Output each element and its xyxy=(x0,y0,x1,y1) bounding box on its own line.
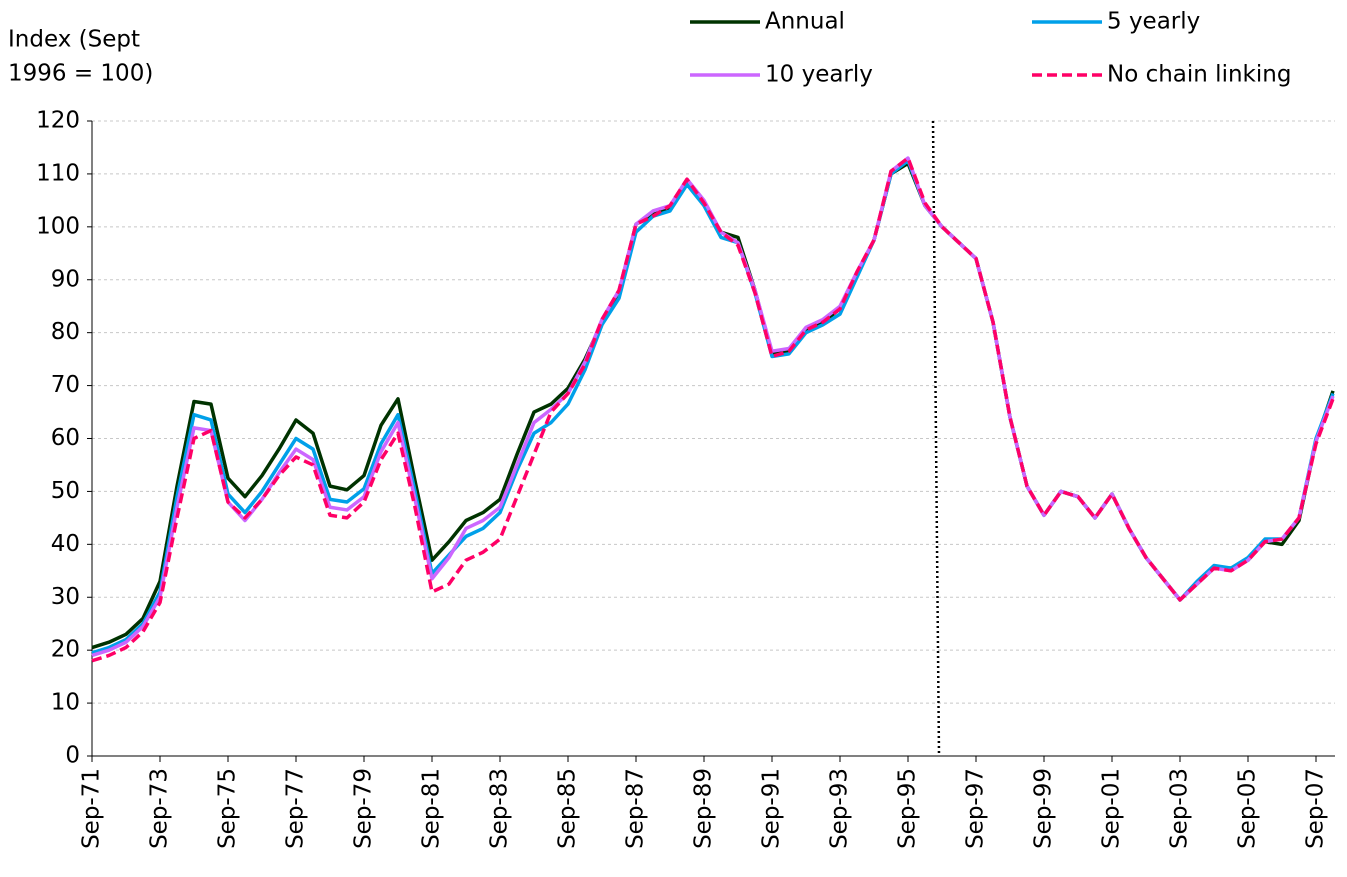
x-tick-label: Sep-87 xyxy=(623,768,649,849)
y-tick-label: 120 xyxy=(36,108,80,134)
legend-label: No chain linking xyxy=(1107,62,1291,88)
x-tick-label: Sep-97 xyxy=(963,768,989,849)
x-tick-label: Sep-71 xyxy=(79,768,105,849)
series-line xyxy=(91,161,1335,650)
y-tick-label: 70 xyxy=(51,372,80,398)
reference-line xyxy=(931,120,941,757)
legend-label: Annual xyxy=(765,9,845,35)
y-tick-label: 10 xyxy=(51,690,80,716)
x-tick-label: Sep-83 xyxy=(487,768,513,849)
x-tick-label: Sep-05 xyxy=(1235,768,1261,849)
x-tick-label: Sep-01 xyxy=(1099,768,1125,849)
legend-label: 10 yearly xyxy=(765,62,873,88)
y-tick-label: 100 xyxy=(36,213,80,239)
y-tick-label: 0 xyxy=(65,743,80,769)
x-tick-label: Sep-93 xyxy=(827,768,853,849)
x-tick-label: Sep-95 xyxy=(895,768,921,849)
x-tick-label: Sep-81 xyxy=(419,768,445,849)
y-tick-label: 110 xyxy=(36,160,80,186)
y-tick-label: 50 xyxy=(51,478,80,504)
x-tick-label: Sep-99 xyxy=(1031,768,1057,849)
x-tick-label: Sep-85 xyxy=(555,768,581,849)
series-line xyxy=(91,156,1335,663)
y-axis-title: 1996 = 100) xyxy=(8,61,153,87)
y-tick-label: 30 xyxy=(51,584,80,610)
y-axis-title: Index (Sept xyxy=(8,27,140,53)
x-tick-label: Sep-91 xyxy=(759,768,785,849)
x-tick-label: Sep-07 xyxy=(1303,768,1329,849)
x-tick-label: Sep-73 xyxy=(147,768,173,849)
x-tick-label: Sep-79 xyxy=(351,768,377,849)
series-line xyxy=(91,158,1335,655)
series-line xyxy=(91,156,1335,658)
x-tick-label: Sep-75 xyxy=(215,768,241,849)
x-tick-label: Sep-03 xyxy=(1167,768,1193,849)
y-tick-label: 90 xyxy=(51,266,80,292)
y-tick-label: 80 xyxy=(51,319,80,345)
legend-label: 5 yearly xyxy=(1107,9,1200,35)
x-tick-label: Sep-77 xyxy=(283,768,309,849)
y-tick-label: 60 xyxy=(51,425,80,451)
x-tick-label: Sep-89 xyxy=(691,768,717,849)
y-tick-label: 20 xyxy=(51,637,80,663)
y-tick-label: 40 xyxy=(51,531,80,557)
